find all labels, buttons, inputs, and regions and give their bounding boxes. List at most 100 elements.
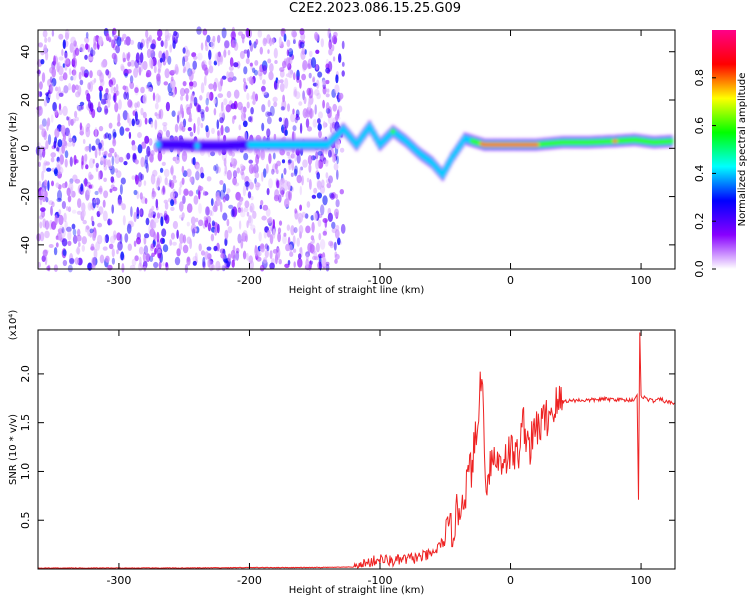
spectrogram-noise-cell xyxy=(317,261,322,270)
spectrogram-noise-cell xyxy=(299,122,303,134)
spectrogram-noise-cell xyxy=(157,150,163,162)
spectrogram-noise-cell xyxy=(273,47,278,59)
spectrogram-noise-cell xyxy=(94,190,99,196)
spectrogram-noise-cell xyxy=(105,88,109,94)
spectrogram-noise-cell xyxy=(150,150,155,157)
colorbar-gradient xyxy=(712,30,736,269)
spectrogram-noise-cell xyxy=(335,74,339,84)
spectrogram-noise-cell xyxy=(254,60,259,66)
spectrogram-noise-cell xyxy=(142,251,146,262)
spectrogram-noise-cell xyxy=(68,82,72,91)
spectrogram-noise-cell xyxy=(284,198,290,208)
spectrogram-noise-cell xyxy=(137,41,141,50)
spectrogram-noise-cell xyxy=(242,250,247,260)
spectrogram-noise-cell xyxy=(91,145,96,151)
spectrogram-noise-cell xyxy=(210,233,215,242)
spectrogram-noise-cell xyxy=(206,34,211,43)
spectrogram-noise-cell xyxy=(266,34,271,44)
spectrogram-noise-cell xyxy=(109,164,113,170)
spectrogram-noise-cell xyxy=(249,205,253,213)
spectrogram-noise-cell xyxy=(118,156,124,163)
spectrogram-noise-cell xyxy=(193,96,198,107)
spectrogram-noise-cell xyxy=(307,63,311,70)
spectrogram-noise-cell xyxy=(189,176,193,183)
spectrogram-noise-cell xyxy=(313,187,318,194)
spectrogram-noise-cell xyxy=(282,94,285,103)
snr-series-line xyxy=(37,332,675,569)
spectrogram-noise-cell xyxy=(52,101,57,112)
spectrogram-noise-cell xyxy=(181,150,188,162)
spectrogram-noise-cell xyxy=(58,92,64,98)
spectrogram-noise-cell xyxy=(292,235,296,246)
spectrogram-noise-cell xyxy=(318,111,323,119)
spectrogram-noise-cell xyxy=(279,69,285,78)
spectrogram-noise-cell xyxy=(81,104,84,110)
spectrogram-noise-cell xyxy=(269,250,273,260)
spectrogram-noise-cell xyxy=(62,105,68,116)
spectrogram-noise-cell xyxy=(155,198,159,209)
spectrogram-noise-cell xyxy=(140,156,145,168)
spectrogram-noise-cell xyxy=(290,172,294,177)
spectrogram-noise-cell xyxy=(325,108,331,114)
spectrogram-noise-cell xyxy=(267,49,270,54)
spectrogram-noise-cell xyxy=(170,232,175,240)
spectrogram-noise-cell xyxy=(213,165,217,172)
spectrogram-noise-cell xyxy=(39,124,44,130)
spectrogram-noise-cell xyxy=(309,179,312,190)
spectrogram-noise-cell xyxy=(171,69,177,75)
spectrogram-noise-cell xyxy=(118,99,122,110)
spectrogram-noise-cell xyxy=(246,49,250,59)
spectrogram-noise-cell xyxy=(185,93,189,102)
spectrogram-noise-cell xyxy=(286,49,290,57)
spectrogram-noise-cell xyxy=(195,170,200,181)
spectrogram-noise-cell xyxy=(93,35,97,47)
spectrogram-noise-cell xyxy=(117,194,122,205)
spectrogram-noise-cell xyxy=(97,36,103,46)
spectrogram-noise-cell xyxy=(178,123,183,132)
spectrogram-noise-cell xyxy=(181,177,185,185)
spectrogram-noise-cell xyxy=(297,212,303,223)
spectrogram-noise-cell xyxy=(195,217,199,223)
spectrogram-noise-cell xyxy=(331,44,335,52)
spectrogram-noise-cell xyxy=(297,258,303,268)
spectrogram-noise-cell xyxy=(253,164,259,174)
spectrogram-noise-cell xyxy=(157,68,161,74)
spectrogram-noise-cell xyxy=(261,85,266,92)
spectrogram-y-ticks: -40 -20 0 20 40 xyxy=(19,45,675,254)
spectrogram-noise-cell xyxy=(164,202,169,210)
spectrogram-noise-cell xyxy=(182,47,186,54)
spectrogram-noise-cell xyxy=(153,65,157,74)
y-tick-label: 2.0 xyxy=(19,365,32,383)
spectrogram-noise-cell xyxy=(265,163,269,174)
spectrogram-noise-cell xyxy=(238,196,244,202)
spectrogram-noise-cell xyxy=(305,118,310,128)
spectrogram-noise-cell xyxy=(150,243,155,249)
spectrogram-noise-cell xyxy=(98,206,104,215)
spectrogram-noise-cell xyxy=(67,230,72,241)
spectrogram-noise-cell xyxy=(64,140,68,149)
spectrogram-noise-cell xyxy=(251,166,257,174)
spectrogram-noise-cell xyxy=(187,117,193,123)
spectrogram-noise-cell xyxy=(224,40,230,49)
spectrogram-noise-cell xyxy=(327,212,333,222)
spectrogram-noise-cell xyxy=(38,161,41,167)
spectrogram-noise-cell xyxy=(254,246,259,257)
spectrogram-noise-cell xyxy=(97,222,103,228)
spectrogram-noise-cell xyxy=(298,101,303,106)
spectrogram-noise-cell xyxy=(315,242,320,253)
spectrogram-noise-cell xyxy=(112,27,117,36)
spectrogram-noise-cell xyxy=(198,243,202,252)
spectrogram-noise-cell xyxy=(310,155,316,161)
spectrogram-noise-cell xyxy=(67,195,72,203)
spectrogram-noise-cell xyxy=(104,105,108,115)
spectrogram-noise-cell xyxy=(55,147,60,152)
spectrogram-noise-cell xyxy=(273,101,278,108)
spectrogram-noise-cell xyxy=(61,48,64,57)
spectrogram-noise-cell xyxy=(226,71,230,80)
spectrogram-noise-cell xyxy=(267,111,273,117)
spectrogram-noise-cell xyxy=(176,229,179,239)
spectrogram-noise-cell xyxy=(248,255,253,264)
spectrogram-noise-cell xyxy=(193,123,196,134)
spectrogram-noise-cell xyxy=(55,86,59,92)
spectrogram-noise-cell xyxy=(88,56,94,61)
